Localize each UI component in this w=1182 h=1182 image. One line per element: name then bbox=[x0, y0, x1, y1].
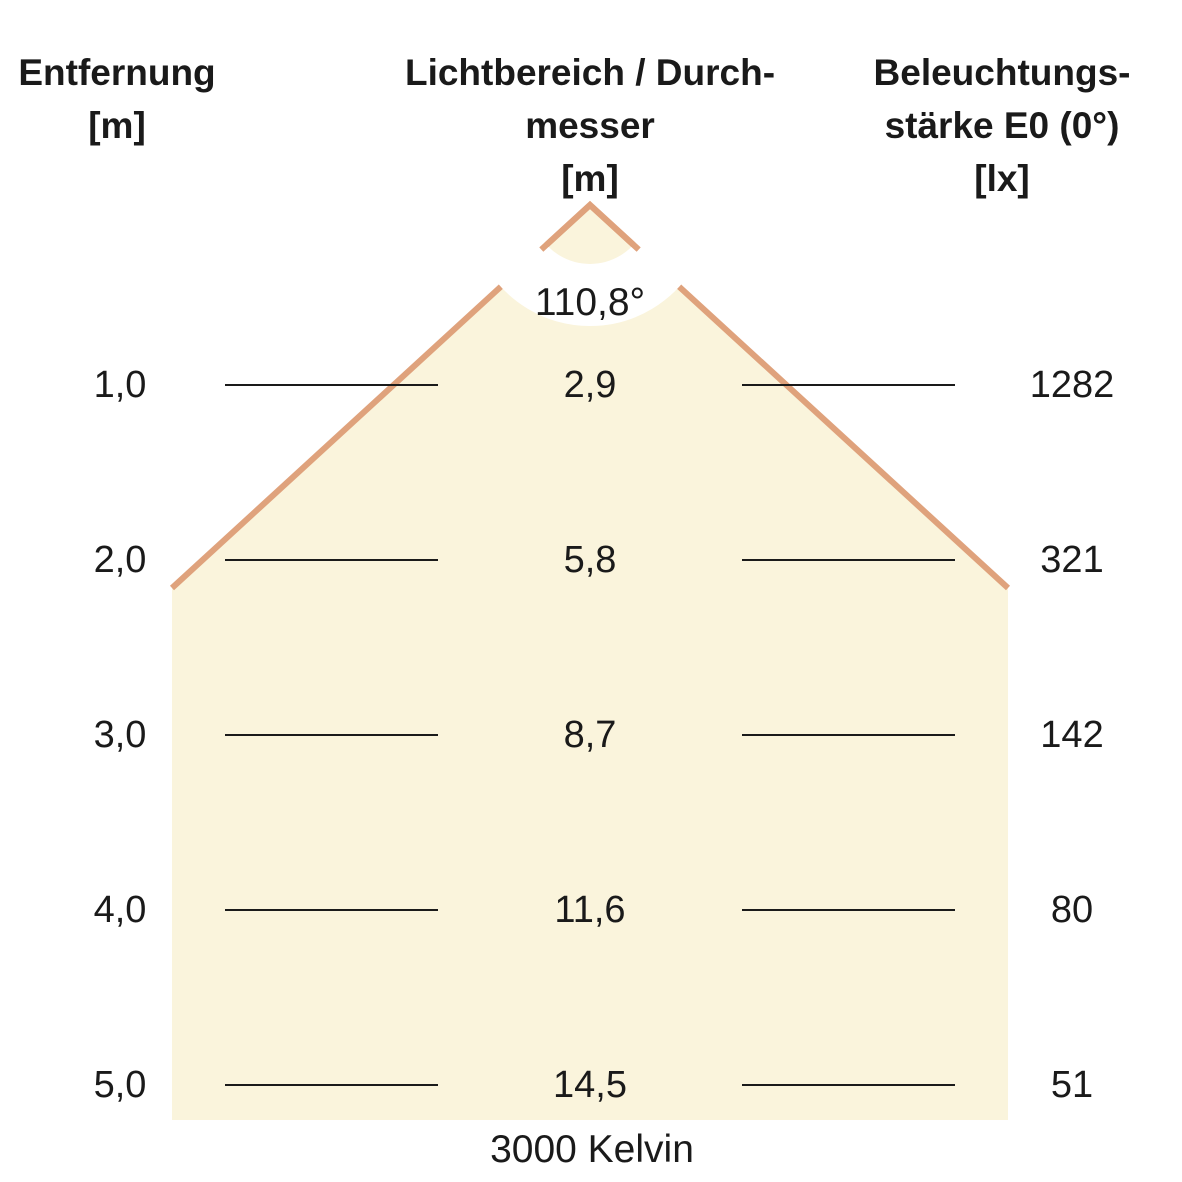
header-line: stärke E0 (0°) bbox=[884, 105, 1120, 146]
beam-angle-value: 110,8° bbox=[534, 281, 646, 324]
distance-value: 5,0 bbox=[93, 1064, 147, 1106]
diameter-value: 14,5 bbox=[553, 1064, 627, 1106]
illuminance-value: 80 bbox=[1050, 889, 1094, 931]
diameter-value: 11,6 bbox=[554, 889, 626, 931]
header-line: Beleuchtungs- bbox=[873, 52, 1131, 93]
distance-value: 4,0 bbox=[93, 889, 147, 931]
column-header-illuminance: Beleuchtungs- stärke E0 (0°) [lx] bbox=[822, 46, 1182, 205]
header-unit: [lx] bbox=[974, 158, 1030, 199]
illuminance-value: 321 bbox=[1040, 539, 1104, 581]
illuminance-value: 1282 bbox=[1029, 364, 1115, 406]
header-line: Lichtbereich / Durch- bbox=[404, 52, 776, 93]
light-cone-fill bbox=[172, 205, 1008, 1120]
header-line: messer bbox=[525, 105, 655, 146]
header-unit: [m] bbox=[561, 158, 619, 199]
column-header-distance: Entfernung [m] bbox=[0, 46, 234, 152]
distance-value: 2,0 bbox=[93, 539, 147, 581]
apex-sector-edges bbox=[539, 200, 641, 252]
color-temperature-label: 3000 Kelvin bbox=[490, 1128, 694, 1171]
header-unit: [m] bbox=[88, 105, 146, 146]
illuminance-value: 142 bbox=[1040, 714, 1104, 756]
distance-value: 1,0 bbox=[93, 364, 147, 406]
column-header-diameter: Lichtbereich / Durch- messer [m] bbox=[360, 46, 820, 205]
diameter-value: 2,9 bbox=[563, 364, 617, 406]
row-connector-lines bbox=[225, 384, 955, 1086]
header-line: Entfernung bbox=[18, 52, 216, 93]
beam-angle-arc-band bbox=[487, 235, 693, 326]
diameter-value: 8,7 bbox=[563, 714, 617, 756]
illuminance-value: 51 bbox=[1050, 1064, 1094, 1106]
diameter-value: 5,8 bbox=[563, 539, 617, 581]
distance-value: 3,0 bbox=[93, 714, 147, 756]
